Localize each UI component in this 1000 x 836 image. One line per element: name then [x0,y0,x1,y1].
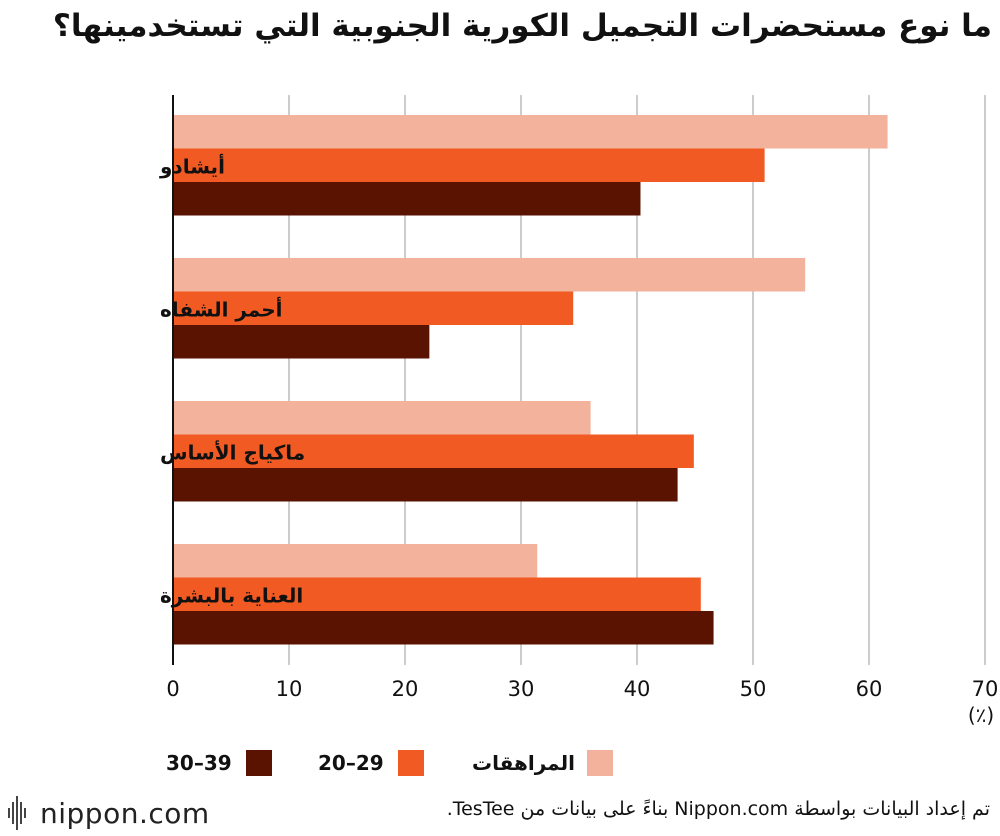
x-tick-label: 40 [624,677,651,701]
bar [173,401,591,435]
x-tick-label: 20 [392,677,419,701]
bar [173,258,806,292]
legend-item-30s: 30–39 [166,748,272,778]
x-tick-label: 70 [972,677,999,701]
legend-item-20s: 20–29 [318,748,424,778]
bar [173,325,430,359]
x-tick-label: 0 [166,677,179,701]
legend-swatch [586,750,613,776]
bar [173,434,694,468]
bar [173,577,701,611]
category-label: أحمر الشفاه [160,295,283,321]
logo-text: nippon.com [40,796,210,830]
legend-swatch [245,750,272,776]
nippon-logo: nippon.com [8,793,210,833]
bar [173,115,888,149]
category-label: العناية بالبشرة [160,583,303,607]
x-tick-label: 10 [276,677,303,701]
x-axis-unit: (٪) [968,703,994,727]
bar [173,544,538,578]
bar-chart: أيشادو أحمر الشفاه ماكياج الأساس العناية با… [159,95,998,727]
x-tick-label: 50 [740,677,767,701]
legend-label: 20–29 [318,751,384,775]
legend-item-teens: المراهقات [472,748,613,778]
chart-title: ما نوع مستحضرات التجميل الكورية الجنوبية… [52,8,992,44]
x-tick-label: 30 [508,677,535,701]
bars [173,115,888,645]
category-label: أيشادو [159,152,225,178]
legend-label: 30–39 [166,751,232,775]
category-labels: أيشادو أحمر الشفاه ماكياج الأساس العناية با… [159,152,305,607]
x-tick-labels: 0 10 20 30 40 50 60 70 [166,677,998,701]
bar [173,148,765,182]
legend-swatch [397,750,424,776]
bar [173,291,574,325]
x-tick-label: 60 [856,677,883,701]
bar [173,182,641,216]
source-note: تم إعداد البيانات بواسطة Nippon.com بناء… [446,798,990,820]
logo-bars-icon [8,796,26,830]
bar [173,468,678,502]
category-label: ماكياج الأساس [160,439,305,464]
bar [173,611,714,645]
legend-label: المراهقات [472,751,575,775]
